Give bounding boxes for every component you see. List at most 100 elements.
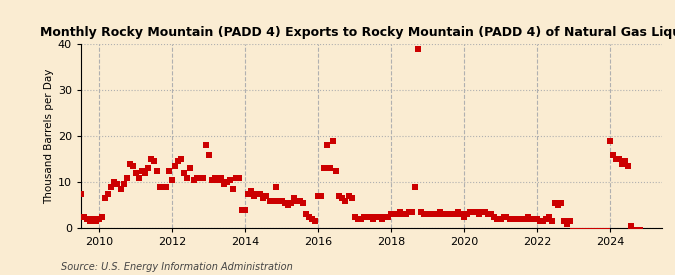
Point [574,228,585,233]
Point [367,217,378,221]
Point [452,210,463,214]
Point [273,198,284,203]
Point [188,178,199,182]
Point [635,227,646,232]
Point [337,196,348,200]
Point [462,212,472,217]
Point [298,201,308,205]
Point [322,143,333,147]
Point [458,214,469,219]
Point [483,212,494,217]
Point [140,171,151,175]
Point [191,175,202,180]
Point [97,214,108,219]
Point [413,46,424,51]
Point [450,212,460,217]
Point [592,228,603,233]
Point [586,228,597,233]
Title: Monthly Rocky Mountain (PADD 4) Exports to Rocky Mountain (PADD 4) of Natural Ga: Monthly Rocky Mountain (PADD 4) Exports … [40,26,675,39]
Point [264,198,275,203]
Point [246,189,256,194]
Point [304,214,315,219]
Point [464,210,475,214]
Point [148,159,159,164]
Point [440,212,451,217]
Point [249,194,260,198]
Point [70,157,80,161]
Point [319,166,329,170]
Point [379,214,390,219]
Point [416,210,427,214]
Point [164,169,175,173]
Point [197,175,208,180]
Point [383,214,394,219]
Point [419,212,430,217]
Point [231,175,242,180]
Point [73,189,84,194]
Point [267,198,278,203]
Point [501,214,512,219]
Point [589,228,600,233]
Point [85,219,96,224]
Point [142,166,153,170]
Point [474,212,485,217]
Point [535,219,545,224]
Point [209,175,220,180]
Point [516,217,527,221]
Point [553,203,564,207]
Point [632,227,643,232]
Point [237,208,248,212]
Point [616,161,627,166]
Point [547,219,558,224]
Point [510,217,521,221]
Point [182,175,193,180]
Point [620,159,630,164]
Point [352,217,363,221]
Point [425,212,436,217]
Point [477,210,487,214]
Point [130,171,141,175]
Point [562,221,573,226]
Point [541,217,551,221]
Point [146,157,157,161]
Point [176,157,187,161]
Point [103,191,114,196]
Point [404,210,414,214]
Point [243,191,254,196]
Point [489,214,500,219]
Point [407,210,418,214]
Point [109,180,120,184]
Point [122,175,132,180]
Point [358,214,369,219]
Point [292,198,302,203]
Point [306,217,317,221]
Point [185,166,196,170]
Point [599,228,610,233]
Point [258,196,269,200]
Point [601,228,612,233]
Point [328,139,339,143]
Point [128,164,138,168]
Point [608,152,618,157]
Point [158,185,169,189]
Point [513,217,524,221]
Point [526,217,537,221]
Point [215,175,226,180]
Point [456,212,466,217]
Point [94,217,105,221]
Point [373,214,384,219]
Point [583,228,594,233]
Point [115,187,126,191]
Point [167,178,178,182]
Point [155,185,165,189]
Point [377,217,387,221]
Point [395,210,406,214]
Point [486,212,497,217]
Point [270,185,281,189]
Point [279,201,290,205]
Point [504,217,515,221]
Point [76,191,86,196]
Point [124,161,135,166]
Point [334,194,345,198]
Point [492,217,503,221]
